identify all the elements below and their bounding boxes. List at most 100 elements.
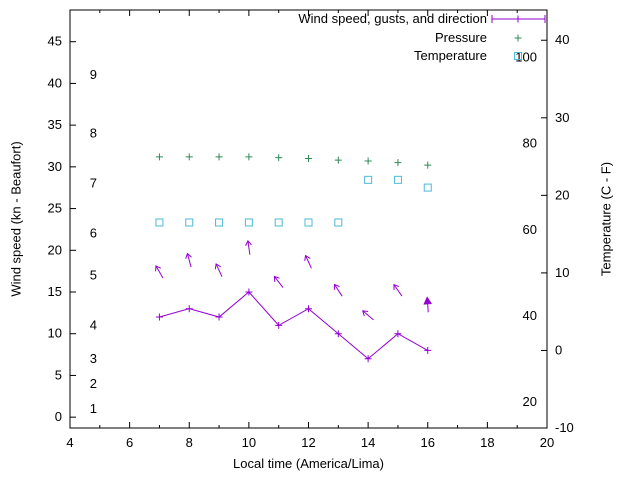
beaufort-label: 7 bbox=[90, 176, 97, 191]
temperature-point bbox=[185, 218, 194, 227]
x-tick-label: 8 bbox=[186, 435, 193, 450]
arrow-head bbox=[245, 239, 252, 246]
beaufort-label: 6 bbox=[90, 226, 97, 241]
arrow-shaft bbox=[215, 263, 223, 277]
wind-speed-point bbox=[424, 346, 432, 354]
x-tick-label: 6 bbox=[126, 435, 133, 450]
wind-direction-arrow bbox=[304, 254, 312, 269]
arrow-head bbox=[304, 254, 311, 262]
left-tick-label: 10 bbox=[48, 326, 62, 341]
fahrenheit-label: 80 bbox=[523, 136, 537, 151]
right-tick-label: 40 bbox=[555, 32, 569, 47]
x-tick-label: 12 bbox=[301, 435, 315, 450]
left-tick-label: 25 bbox=[48, 201, 62, 216]
temperature-point bbox=[244, 218, 253, 227]
wind-direction-arrow bbox=[185, 252, 192, 268]
x-axis-title: Local time (America/Lima) bbox=[233, 456, 384, 471]
wind-direction-arrow bbox=[245, 239, 252, 255]
wind-direction-arrow bbox=[155, 265, 164, 279]
beaufort-label: 4 bbox=[90, 317, 97, 332]
wind-direction-arrow bbox=[393, 283, 403, 297]
left-tick-label: 20 bbox=[48, 242, 62, 257]
x-tick-label: 16 bbox=[421, 435, 435, 450]
arrow-head bbox=[362, 310, 369, 317]
temperature-point bbox=[304, 218, 313, 227]
pressure-point bbox=[245, 153, 253, 161]
arrow-shaft bbox=[362, 310, 374, 321]
legend-label: Pressure bbox=[435, 30, 487, 45]
wind-speed-point bbox=[394, 330, 402, 338]
fahrenheit-label: 40 bbox=[523, 308, 537, 323]
pressure-point bbox=[185, 153, 193, 161]
beaufort-label: 5 bbox=[90, 267, 97, 282]
left-tick-label: 40 bbox=[48, 75, 62, 90]
arrow-head bbox=[185, 252, 192, 259]
right-tick-label: 30 bbox=[555, 110, 569, 125]
arrow-head bbox=[333, 283, 340, 290]
left-tick-label: 45 bbox=[48, 34, 62, 49]
wind-speed-point bbox=[155, 313, 163, 321]
pressure-point bbox=[394, 159, 402, 167]
right-tick-label: 20 bbox=[555, 187, 569, 202]
wind-direction-arrow bbox=[423, 296, 433, 313]
x-tick-label: 20 bbox=[540, 435, 554, 450]
pressure-point bbox=[275, 154, 283, 162]
wind-direction-arrow bbox=[214, 263, 223, 277]
x-tick-label: 14 bbox=[361, 435, 375, 450]
legend-label: Wind speed, gusts, and direction bbox=[298, 11, 487, 26]
arrow-shaft bbox=[305, 255, 312, 269]
arrow-head bbox=[214, 263, 221, 270]
wind-speed-line bbox=[159, 291, 428, 360]
arrow-shaft bbox=[273, 276, 284, 288]
left-tick-label: 0 bbox=[55, 409, 62, 424]
x-tick-label: 4 bbox=[66, 435, 73, 450]
left-tick-label: 35 bbox=[48, 117, 62, 132]
temperature-point bbox=[155, 218, 164, 227]
wind-speed-point bbox=[215, 313, 223, 321]
fahrenheit-label: 60 bbox=[523, 222, 537, 237]
legend-sample-plus-marker bbox=[514, 15, 522, 23]
pressure-point bbox=[155, 153, 163, 161]
pressure-point bbox=[305, 155, 312, 163]
pressure-point bbox=[364, 157, 372, 165]
wind-speed-point bbox=[275, 321, 283, 329]
arrow-shaft bbox=[186, 253, 192, 268]
temperature-point bbox=[423, 183, 432, 192]
wind-speed-point bbox=[245, 288, 253, 296]
right-axis-title: Temperature (C - F) bbox=[598, 161, 614, 277]
legend-sample-plus-marker bbox=[514, 34, 522, 42]
beaufort-label: 8 bbox=[90, 125, 97, 140]
temperature-point bbox=[364, 175, 373, 184]
arrow-shaft bbox=[247, 240, 251, 255]
left-tick-label: 30 bbox=[48, 159, 62, 174]
wind-direction-arrow bbox=[273, 275, 284, 288]
arrow-shaft bbox=[334, 284, 343, 297]
right-tick-label: 0 bbox=[555, 342, 562, 357]
legend-sample-square-marker bbox=[514, 52, 522, 60]
beaufort-label: 3 bbox=[90, 351, 97, 366]
pressure-point bbox=[334, 156, 342, 164]
beaufort-label: 9 bbox=[90, 67, 97, 82]
wind-speed-point bbox=[185, 305, 193, 313]
beaufort-label: 2 bbox=[90, 376, 97, 391]
left-tick-label: 5 bbox=[55, 367, 62, 382]
left-axis-title: Wind speed (kn - Beaufort) bbox=[8, 141, 24, 297]
wind-speed-point bbox=[305, 305, 312, 313]
x-tick-label: 10 bbox=[242, 435, 256, 450]
temperature-point bbox=[274, 218, 283, 227]
wind-speed-point bbox=[334, 330, 342, 338]
pressure-point bbox=[424, 161, 432, 169]
legend-label: Temperature bbox=[414, 48, 487, 63]
pressure-point bbox=[215, 153, 223, 161]
wind-direction-arrow bbox=[333, 283, 343, 297]
temperature-point bbox=[334, 218, 343, 227]
wind-speed-point bbox=[364, 355, 372, 363]
arrow-head bbox=[155, 265, 162, 272]
right-tick-label: 10 bbox=[555, 265, 569, 280]
arrow-head bbox=[273, 275, 280, 282]
arrow-shaft bbox=[393, 284, 403, 297]
fahrenheit-label: 20 bbox=[523, 394, 537, 409]
temperature-point bbox=[215, 218, 224, 227]
